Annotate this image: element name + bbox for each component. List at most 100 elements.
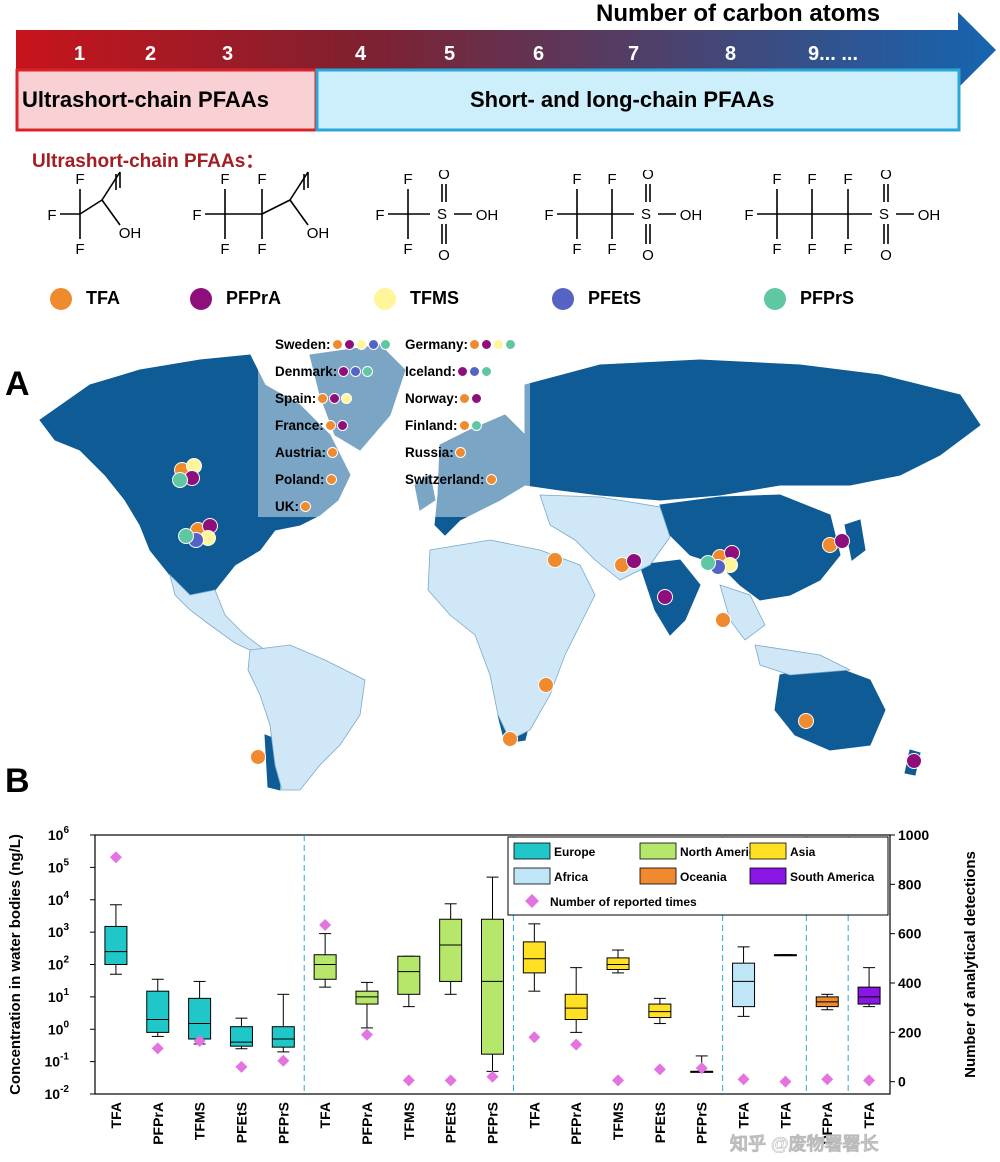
chem-atom: OH xyxy=(680,207,703,224)
europe-country-row: Norway: xyxy=(405,391,483,406)
marker-tfa xyxy=(547,552,563,568)
compound-legend-label: TFMS xyxy=(410,288,459,308)
legend-label: Number of reported times xyxy=(550,895,697,909)
x-tick-label: TFMS xyxy=(610,1102,626,1140)
x-tick-label: TFA xyxy=(861,1102,877,1128)
europe-country-row: Germany: xyxy=(405,337,517,352)
x-tick-label: PFPrS xyxy=(275,1102,291,1144)
chem-atom: F xyxy=(807,241,816,258)
europe-country-row: Denmark: xyxy=(275,364,374,379)
reported-diamond xyxy=(402,1074,415,1087)
carbon-number: 6 xyxy=(533,43,545,65)
chemical-structures: F F F O OH F F F F F O OH F F F S O O OH F F F F F S O O OH F F F F F F F S… xyxy=(47,170,940,264)
chem-atom: OH xyxy=(119,225,142,242)
watermark-text: 知乎 @废物署署长 xyxy=(730,1133,880,1154)
y-left-tick-label: 10-2 xyxy=(45,1084,70,1102)
y-right-tick-label: 800 xyxy=(898,876,922,892)
legend-label: North America xyxy=(680,845,763,859)
country-compound-dot xyxy=(505,339,517,350)
chem-atom: O xyxy=(642,247,654,264)
concentration-chart: TFA PFPrA TFMS PFEtS PFPrS TFA PFPrA TFMS PFEtS P… xyxy=(7,825,979,1154)
europe-country-row: Spain: xyxy=(275,391,353,406)
country-compound-dot xyxy=(355,339,367,350)
europe-country-row: UK: xyxy=(275,499,311,514)
box-south-america xyxy=(857,986,881,1005)
reported-diamond xyxy=(695,1062,708,1075)
legend-label: South America xyxy=(790,870,875,884)
box-europe xyxy=(146,990,170,1033)
chem-atom: F xyxy=(403,241,412,258)
chem-atom: O xyxy=(302,170,314,171)
chem-bond xyxy=(289,199,309,226)
reported-diamond xyxy=(737,1073,750,1086)
country-label: Finland: xyxy=(405,418,458,433)
chem-atom: S xyxy=(641,206,651,223)
country-compound-dot xyxy=(493,339,505,350)
chem-atom: F xyxy=(257,241,266,258)
legend-label: Oceania xyxy=(680,870,727,884)
europe-shape xyxy=(434,414,526,536)
chem-atom: O xyxy=(880,170,892,183)
chem-atom: OH xyxy=(307,225,330,242)
x-tick-label: PFPrA xyxy=(359,1102,375,1145)
y-left-tick-label: 100 xyxy=(48,1019,70,1037)
y-right-tick-label: 400 xyxy=(898,975,922,991)
box-europe xyxy=(104,925,128,965)
compound-legend-dot xyxy=(552,288,574,310)
country-compound-dot xyxy=(471,393,483,404)
compound-legend-dot xyxy=(50,288,72,310)
chem-atom: F xyxy=(375,207,384,224)
x-tick-label: PFPrA xyxy=(819,1102,835,1145)
south-america-shape xyxy=(247,644,366,791)
country-label: Germany: xyxy=(405,337,469,352)
world-map xyxy=(39,327,981,791)
country-compound-dot xyxy=(379,339,391,350)
carbon-number: 1 xyxy=(74,43,86,65)
chem-atom: F xyxy=(572,171,581,188)
reported-diamond xyxy=(193,1034,206,1047)
x-tick-label: TFA xyxy=(108,1102,124,1128)
reported-diamond xyxy=(235,1060,248,1073)
reported-diamond xyxy=(319,919,332,932)
y-right-tick-label: 1000 xyxy=(898,827,929,843)
russia-shape xyxy=(524,359,981,501)
country-compound-dot xyxy=(324,420,336,431)
chem-atom: F xyxy=(843,241,852,258)
legend-box xyxy=(507,836,889,916)
japan-shape xyxy=(844,519,866,561)
chem-atom: F xyxy=(220,171,229,188)
country-compound-dot xyxy=(367,339,379,350)
chem-atom: F xyxy=(607,171,616,188)
europe-country-row: Finland: xyxy=(405,418,482,433)
y-left-tick-label: 105 xyxy=(48,857,70,875)
legend-diamond xyxy=(525,894,539,908)
legend-label: Europe xyxy=(554,845,596,859)
country-compound-dot xyxy=(459,393,471,404)
chem-atom: F xyxy=(220,241,229,258)
x-tick-label: PFEtS xyxy=(443,1102,459,1143)
panel-label-a: A xyxy=(5,365,30,403)
carbon-number: 3 xyxy=(222,43,234,65)
box-north-america xyxy=(397,955,421,995)
x-tick-label: PFPrA xyxy=(568,1102,584,1145)
legend-swatch xyxy=(513,867,551,885)
chem-atom: O xyxy=(114,170,126,171)
x-tick-label: PFPrA xyxy=(150,1102,166,1145)
y-right-tick-label: 200 xyxy=(898,1024,922,1040)
carbon-number: 9... ... xyxy=(808,43,859,65)
box-europe xyxy=(229,1026,253,1047)
box-north-america xyxy=(481,918,504,1055)
marker-pfprs xyxy=(178,528,194,544)
country-compound-dot xyxy=(317,393,329,404)
africa-shape xyxy=(427,539,596,741)
legend-swatch xyxy=(749,867,787,885)
chem-atom: S xyxy=(879,206,889,223)
reported-diamond xyxy=(779,1075,792,1088)
chem-atom: F xyxy=(772,171,781,188)
reported-diamond xyxy=(821,1073,834,1086)
country-compound-dot xyxy=(343,339,355,350)
compound-legend-label: PFPrS xyxy=(800,288,855,308)
country-label: Russia: xyxy=(405,445,454,460)
compound-legend-dot xyxy=(190,288,212,310)
reported-diamond xyxy=(653,1063,666,1076)
